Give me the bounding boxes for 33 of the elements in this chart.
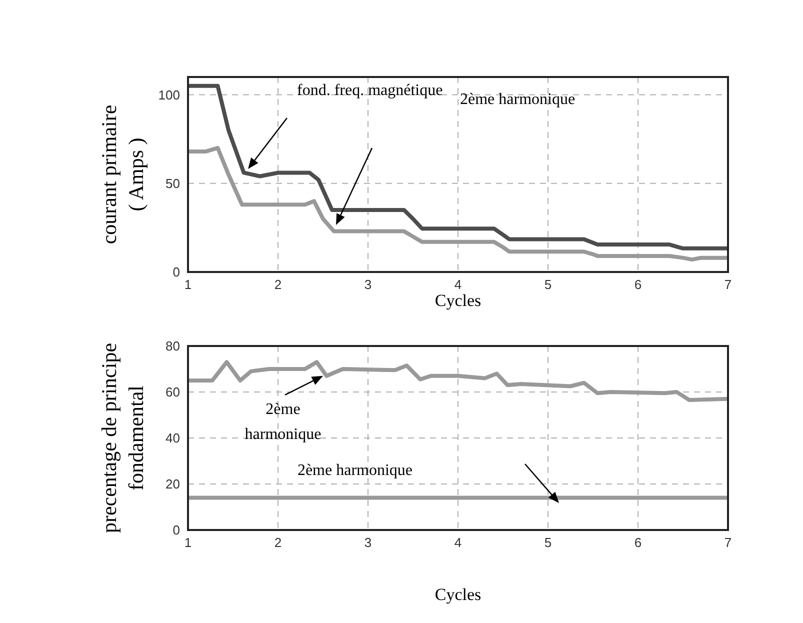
y-tick-label: 80 [166,338,180,354]
line-series [188,360,728,402]
y-tick-label: 20 [166,476,180,492]
x-tick-label: 3 [364,535,372,550]
line-series [188,84,728,250]
x-tick-label: 5 [544,535,552,550]
x-tick-label: 7 [724,277,732,292]
x-tick-label: 5 [544,277,552,292]
x-tick-label: 1 [184,535,192,550]
annotation: 2ème harmonique [460,90,576,108]
y-tick-label: 60 [166,384,180,400]
x-axis-title: Cycles [434,291,482,310]
x-tick-label: 7 [724,535,732,550]
line-series [188,146,728,262]
x-tick-label: 1 [184,277,192,292]
annotation: 2ème harmonique [244,400,322,443]
x-tick-label: 2 [274,277,282,292]
y-tick-label: 0 [172,522,180,538]
x-tick-label: 6 [634,535,642,550]
x-tick-label: 3 [364,277,372,292]
y-tick-label: 100 [158,87,180,102]
y-tick-label: 40 [166,430,180,446]
x-axis-title: Cycles [434,585,482,604]
annotation: 2ème harmonique [297,462,413,479]
y-axis-title: courant primaire ( Amps ) [97,104,148,244]
x-tick-label: 4 [454,277,462,292]
x-tick-label: 4 [454,535,462,550]
x-tick-label: 2 [274,535,282,550]
annotation: fond. freq. magnétique [297,82,443,99]
y-axis-title: precentage de principe fondamental [97,342,148,534]
x-tick-label: 6 [634,277,642,292]
y-tick-label: 0 [172,264,180,280]
y-tick-label: 50 [166,176,180,191]
